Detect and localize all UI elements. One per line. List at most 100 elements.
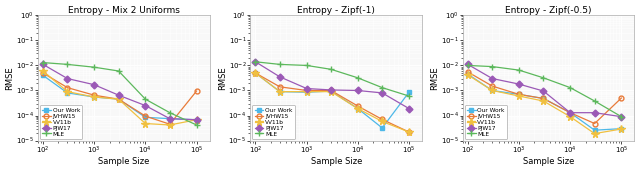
Our Work [193, 119, 200, 121]
PJW17 [488, 78, 496, 80]
VV11b [464, 74, 472, 76]
Our Work [252, 72, 259, 74]
MLE [327, 68, 335, 70]
JVHW15 [166, 123, 173, 125]
Our Work [303, 91, 310, 93]
VV11b [252, 72, 259, 74]
JVHW15 [252, 72, 259, 74]
MLE [39, 62, 47, 64]
Our Work [566, 112, 574, 114]
PJW17 [115, 94, 122, 96]
JVHW15 [39, 72, 47, 74]
MLE [141, 98, 149, 100]
Our Work [166, 118, 173, 120]
VV11b [354, 108, 362, 110]
JVHW15 [591, 122, 598, 125]
PJW17 [276, 76, 284, 78]
MLE [566, 87, 574, 89]
MLE [540, 77, 547, 79]
Line: JVHW15: JVHW15 [465, 69, 624, 126]
X-axis label: Sample Size: Sample Size [310, 157, 362, 166]
MLE [354, 77, 362, 79]
Line: VV11b: VV11b [39, 67, 200, 129]
MLE [378, 87, 386, 89]
Line: JVHW15: JVHW15 [253, 71, 412, 135]
MLE [63, 63, 71, 65]
Our Work [354, 108, 362, 110]
JVHW15 [464, 71, 472, 73]
PJW17 [166, 118, 173, 120]
Line: PJW17: PJW17 [253, 59, 412, 111]
PJW17 [378, 92, 386, 94]
VV11b [276, 91, 284, 93]
VV11b [540, 100, 547, 102]
MLE [193, 124, 200, 126]
Y-axis label: RMSE: RMSE [6, 66, 15, 90]
MLE [166, 112, 173, 114]
VV11b [303, 91, 310, 93]
MLE [405, 95, 413, 97]
VV11b [327, 91, 335, 93]
JVHW15 [193, 90, 200, 92]
PJW17 [141, 105, 149, 107]
Our Work [540, 98, 547, 100]
PJW17 [63, 78, 71, 80]
MLE [515, 69, 523, 71]
VV11b [515, 95, 523, 97]
VV11b [566, 116, 574, 118]
Our Work [39, 74, 47, 76]
PJW17 [193, 119, 200, 121]
Line: Our Work: Our Work [253, 71, 412, 130]
JVHW15 [354, 105, 362, 107]
Our Work [327, 90, 335, 92]
VV11b [115, 98, 122, 100]
VV11b [63, 91, 71, 93]
X-axis label: Sample Size: Sample Size [523, 157, 574, 166]
Line: VV11b: VV11b [252, 69, 413, 136]
MLE [115, 70, 122, 72]
JVHW15 [63, 87, 71, 89]
PJW17 [327, 89, 335, 91]
JVHW15 [115, 98, 122, 100]
Title: Entropy - Mix 2 Uniforms: Entropy - Mix 2 Uniforms [68, 6, 180, 15]
JVHW15 [488, 85, 496, 87]
Y-axis label: RMSE: RMSE [218, 66, 227, 90]
PJW17 [90, 84, 98, 86]
VV11b [193, 119, 200, 121]
JVHW15 [618, 97, 625, 99]
MLE [591, 100, 598, 102]
VV11b [488, 89, 496, 92]
PJW17 [591, 112, 598, 114]
Legend: Our Work, JVHW15, VV11b, PJW17, MLE: Our Work, JVHW15, VV11b, PJW17, MLE [40, 105, 83, 139]
JVHW15 [566, 112, 574, 114]
VV11b [141, 122, 149, 125]
Line: Our Work: Our Work [40, 73, 199, 122]
VV11b [166, 124, 173, 126]
PJW17 [354, 89, 362, 92]
VV11b [39, 70, 47, 72]
VV11b [378, 120, 386, 122]
JVHW15 [327, 89, 335, 92]
Our Work [115, 98, 122, 100]
Title: Entropy - Zipf(-1): Entropy - Zipf(-1) [298, 6, 375, 15]
PJW17 [618, 116, 625, 118]
JVHW15 [303, 89, 310, 92]
Line: MLE: MLE [465, 62, 625, 120]
JVHW15 [540, 98, 547, 100]
Our Work [276, 91, 284, 93]
Line: Our Work: Our Work [465, 72, 624, 133]
Title: Entropy - Zipf(-0.5): Entropy - Zipf(-0.5) [506, 6, 592, 15]
MLE [464, 64, 472, 66]
Our Work [378, 127, 386, 129]
Our Work [405, 91, 413, 93]
PJW17 [540, 90, 547, 92]
JVHW15 [276, 86, 284, 88]
PJW17 [252, 61, 259, 63]
Our Work [618, 128, 625, 130]
MLE [488, 66, 496, 68]
Line: JVHW15: JVHW15 [40, 71, 199, 127]
Line: PJW17: PJW17 [465, 62, 624, 119]
Y-axis label: RMSE: RMSE [430, 66, 440, 90]
Our Work [90, 96, 98, 98]
PJW17 [303, 88, 310, 90]
